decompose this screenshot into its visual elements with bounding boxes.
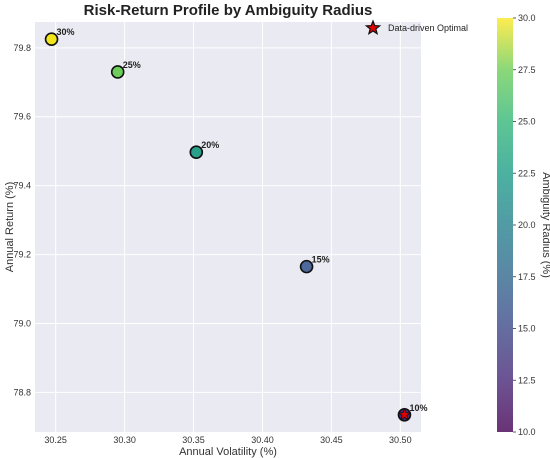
colorbar-tick-label: 20.0	[518, 220, 536, 230]
y-axis-label: Annual Return (%)	[4, 182, 16, 273]
colorbar-ticks: 10.0 12.5 15.0 17.5 20.0 22.5 25.0 27.5 30.0	[513, 13, 536, 437]
optimal-star-marker	[397, 407, 412, 421]
point-label: 15%	[312, 255, 330, 265]
y-tick-label: 79.8	[13, 43, 31, 53]
x-axis-label: Annual Volatility (%)	[179, 446, 277, 458]
colorbar-tick-label: 12.5	[518, 375, 536, 385]
scatter-point	[44, 32, 59, 47]
y-axis-ticks: 78.8 79.0 79.2 79.4 79.6 79.8	[13, 43, 31, 398]
colorbar-tick-label: 15.0	[518, 324, 536, 334]
colorbar-tick-label: 27.5	[518, 65, 536, 75]
point-label: 30%	[57, 27, 75, 37]
plot-area	[35, 22, 421, 432]
scatter-point	[299, 259, 314, 274]
legend-label: Data-driven Optimal	[388, 23, 468, 33]
y-tick-label: 79.4	[13, 181, 31, 191]
scatter-point	[189, 145, 204, 160]
point-label: 20%	[201, 140, 219, 150]
x-tick-label: 30.40	[251, 435, 274, 445]
data-points	[44, 32, 412, 422]
colorbar-tick-label: 25.0	[518, 117, 536, 127]
point-label: 10%	[409, 403, 427, 413]
point-labels: 30% 25% 20% 15% 10%	[57, 27, 428, 413]
legend: Data-driven Optimal	[364, 19, 468, 36]
colorbar-tick-label: 10.0	[518, 427, 536, 437]
y-tick-label: 78.8	[13, 387, 31, 397]
colorbar	[497, 18, 513, 432]
colorbar-tick-label: 17.5	[518, 272, 536, 282]
y-tick-label: 79.2	[13, 250, 31, 260]
x-tick-label: 30.25	[44, 435, 67, 445]
y-tick-label: 79.0	[13, 318, 31, 328]
grid	[35, 22, 421, 432]
colorbar-tick-label: 22.5	[518, 168, 536, 178]
x-tick-label: 30.30	[113, 435, 136, 445]
x-tick-label: 30.35	[182, 435, 205, 445]
chart-title: Risk-Return Profile by Ambiguity Radius	[84, 2, 373, 19]
x-tick-label: 30.50	[389, 435, 412, 445]
colorbar-tick-label: 30.0	[518, 13, 536, 23]
legend-star-marker	[364, 19, 382, 36]
y-tick-label: 79.6	[13, 112, 31, 122]
colorbar-label: Ambiguity Radius (%)	[540, 172, 550, 278]
x-tick-label: 30.45	[320, 435, 343, 445]
x-axis-ticks: 30.25 30.30 30.35 30.40 30.45 30.50	[44, 435, 411, 445]
scatter-point	[110, 65, 125, 79]
point-label: 25%	[123, 60, 141, 70]
